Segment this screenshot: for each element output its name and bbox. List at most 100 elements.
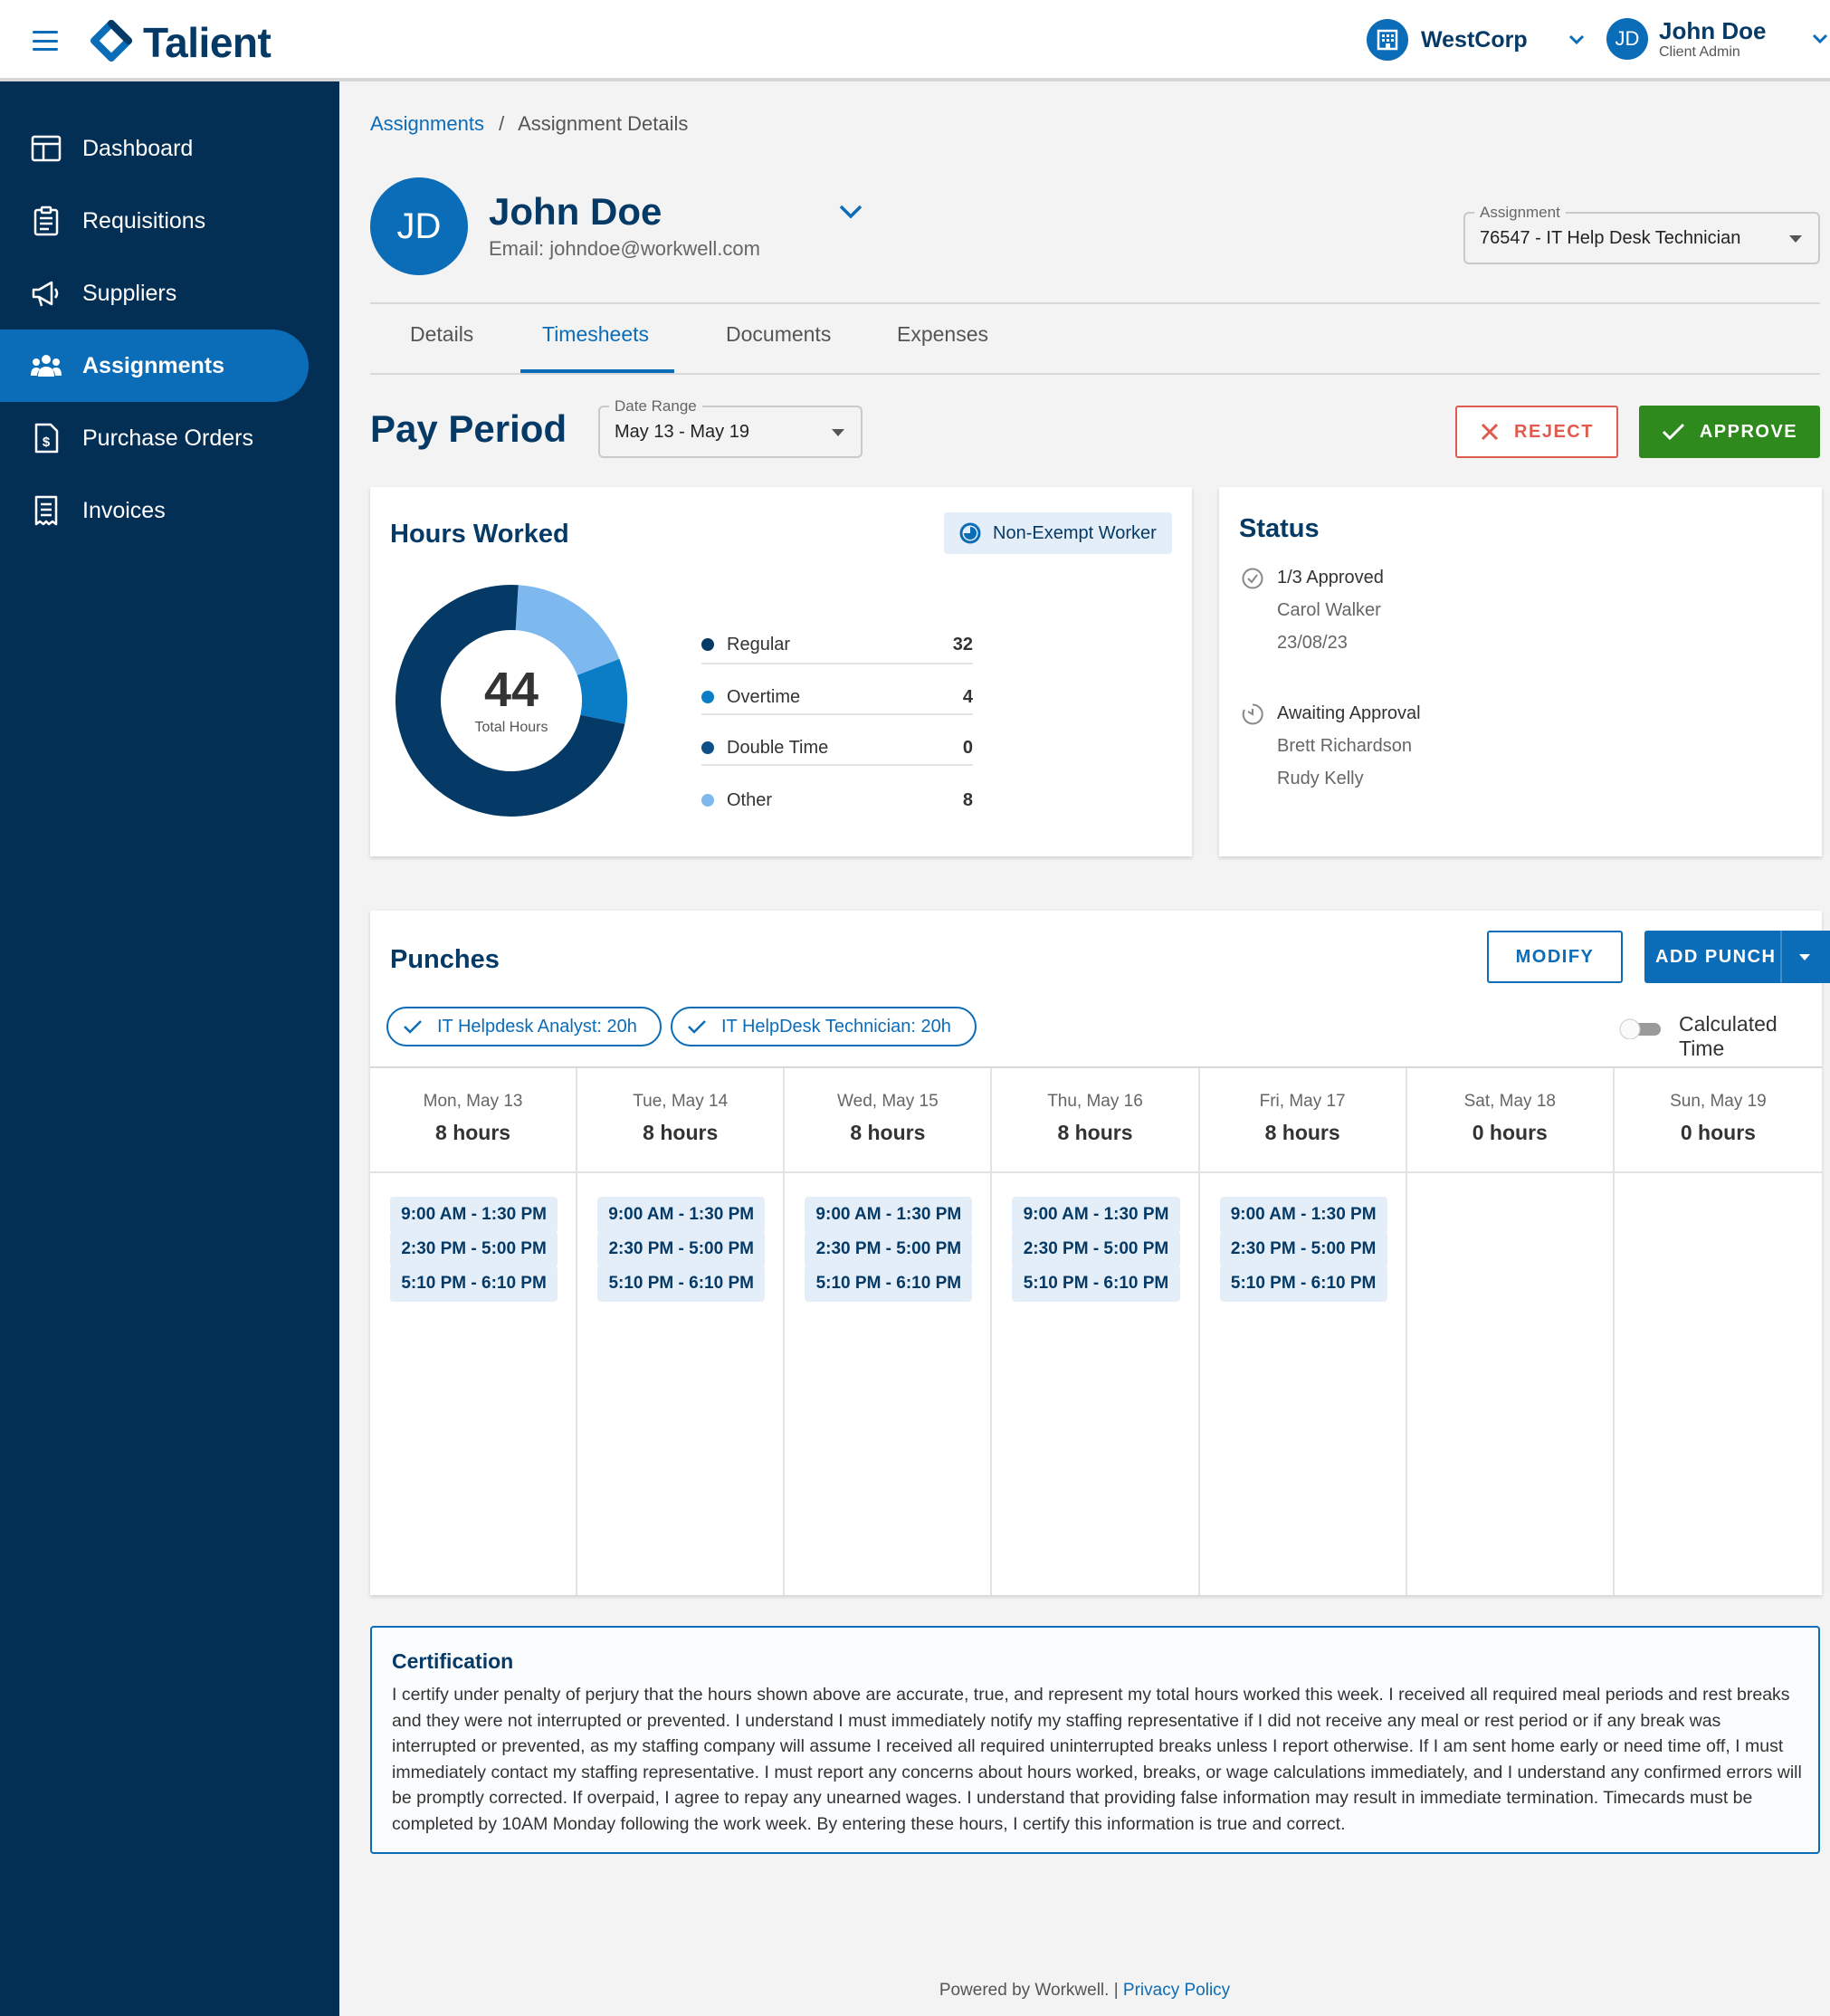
- calculated-time-toggle[interactable]: [1619, 1018, 1664, 1039]
- filter-chip-technician[interactable]: IT HelpDesk Technician: 20h: [671, 1007, 977, 1046]
- hours-worked-title: Hours Worked: [390, 520, 569, 549]
- day-hours: 0 hours: [1680, 1121, 1756, 1144]
- chevron-down-icon[interactable]: [837, 203, 864, 221]
- punch-chip[interactable]: 9:00 AM - 1:30 PM: [1219, 1197, 1387, 1233]
- reject-button[interactable]: REJECT: [1455, 406, 1618, 458]
- dollar-document-icon: $: [34, 423, 59, 454]
- receipt-icon: [34, 495, 58, 526]
- punch-chip[interactable]: 2:30 PM - 5:00 PM: [390, 1231, 558, 1267]
- tab-expenses[interactable]: Expenses: [897, 322, 989, 346]
- day-header-divider: [577, 1171, 784, 1173]
- total-hours-label: Total Hours: [474, 720, 548, 735]
- hours-worked-card: Hours Worked Non-Exempt Worker 44 Total …: [370, 487, 1192, 856]
- modify-button[interactable]: MODIFY: [1487, 931, 1623, 983]
- worker-name: John Doe: [489, 190, 662, 233]
- punch-chip[interactable]: 9:00 AM - 1:30 PM: [390, 1197, 558, 1233]
- hours-donut-chart: [396, 585, 627, 817]
- tab-details[interactable]: Details: [410, 322, 474, 346]
- sidebar-item-label: Assignments: [82, 352, 224, 378]
- dashboard-icon: [31, 135, 62, 162]
- sidebar-item-requisitions[interactable]: Requisitions: [0, 185, 309, 257]
- date-range-value: May 13 - May 19: [615, 422, 749, 442]
- assignment-select[interactable]: Assignment 76547 - IT Help Desk Technici…: [1463, 204, 1820, 264]
- day-column: Mon, May 13 8 hours 9:00 AM - 1:30 PM 2:30 …: [370, 1068, 578, 1595]
- legend-dot: [701, 794, 714, 807]
- sidebar-item-suppliers[interactable]: Suppliers: [0, 257, 309, 330]
- legend-item: Other 8: [701, 775, 973, 826]
- sidebar-item-assignments[interactable]: Assignments: [0, 330, 309, 402]
- sidebar-item-dashboard[interactable]: Dashboard: [0, 112, 309, 185]
- pay-period-title: Pay Period: [370, 407, 567, 450]
- close-icon: [1481, 423, 1499, 441]
- dropdown-arrow-icon[interactable]: [1799, 954, 1810, 960]
- chevron-down-icon[interactable]: [1568, 33, 1586, 46]
- sidebar-item-label: Requisitions: [82, 207, 206, 234]
- day-hours: 0 hours: [1472, 1121, 1548, 1144]
- filter-chip-analyst[interactable]: IT Helpdesk Analyst: 20h: [386, 1007, 662, 1046]
- punch-chip[interactable]: 2:30 PM - 5:00 PM: [1012, 1231, 1180, 1267]
- tab-timesheets[interactable]: Timesheets: [542, 322, 650, 346]
- tabs-divider: [370, 373, 1820, 375]
- filter-chip-label: IT Helpdesk Analyst: 20h: [437, 1016, 637, 1037]
- privacy-policy-link[interactable]: Privacy Policy: [1122, 1981, 1231, 2000]
- punch-chip[interactable]: 2:30 PM - 5:00 PM: [805, 1231, 973, 1267]
- punch-chip[interactable]: 9:00 AM - 1:30 PM: [805, 1197, 973, 1233]
- worker-type-badge: Non-Exempt Worker: [944, 512, 1172, 554]
- day-header-divider: [1614, 1171, 1822, 1173]
- header-divider: [370, 302, 1820, 304]
- punches-divider: [370, 1066, 1822, 1068]
- punch-chip[interactable]: 2:30 PM - 5:00 PM: [597, 1231, 766, 1267]
- user-menu[interactable]: JD John Doe Client Admin: [1606, 18, 1829, 60]
- legend-dot: [701, 741, 714, 754]
- sidebar-item-invoices[interactable]: Invoices: [0, 474, 309, 547]
- sidebar-item-purchase-orders[interactable]: $ Purchase Orders: [0, 402, 309, 474]
- legend-label: Other: [727, 789, 773, 810]
- org-switcher[interactable]: WestCorp: [1367, 19, 1586, 61]
- awaiting-block: Awaiting Approval Brett Richardson Rudy …: [1277, 697, 1421, 795]
- punch-chip[interactable]: 5:10 PM - 6:10 PM: [805, 1266, 973, 1302]
- punch-chip[interactable]: 5:10 PM - 6:10 PM: [390, 1266, 558, 1302]
- menu-icon[interactable]: [33, 31, 58, 51]
- day-hours: 8 hours: [1264, 1121, 1340, 1144]
- punch-chip[interactable]: 9:00 AM - 1:30 PM: [1012, 1197, 1180, 1233]
- add-punch-label: ADD PUNCH: [1655, 946, 1777, 967]
- status-card: Status 1/3 Approved Carol Walker 23/08/2…: [1219, 487, 1822, 856]
- badge-label: Non-Exempt Worker: [993, 522, 1157, 543]
- approve-button[interactable]: APPROVE: [1639, 406, 1820, 458]
- legend-divider: [701, 713, 973, 715]
- legend-dot: [701, 638, 714, 651]
- calculated-time-label: Calculated Time: [1679, 1012, 1778, 1060]
- day-date: Fri, May 17: [1259, 1092, 1346, 1111]
- punch-chip[interactable]: 5:10 PM - 6:10 PM: [597, 1266, 766, 1302]
- approve-label: APPROVE: [1699, 421, 1798, 442]
- check-icon: [688, 1020, 706, 1034]
- check-icon: [404, 1020, 422, 1034]
- sidebar-item-label: Purchase Orders: [82, 425, 253, 451]
- punch-chip[interactable]: 2:30 PM - 5:00 PM: [1219, 1231, 1387, 1267]
- donut-center: 44 Total Hours: [392, 581, 631, 820]
- approved-date: 23/08/23: [1277, 633, 1348, 653]
- top-bar: Talient WestCorp JD John Doe Client Admi…: [0, 0, 1830, 81]
- day-column: Sun, May 19 0 hours: [1614, 1068, 1822, 1595]
- chevron-down-icon[interactable]: [1811, 33, 1829, 45]
- tab-documents[interactable]: Documents: [726, 322, 832, 346]
- punch-chip[interactable]: 9:00 AM - 1:30 PM: [597, 1197, 766, 1233]
- day-column: Wed, May 15 8 hours 9:00 AM - 1:30 PM 2:30 …: [785, 1068, 993, 1595]
- punch-chip[interactable]: 5:10 PM - 6:10 PM: [1219, 1266, 1387, 1302]
- breadcrumb-link[interactable]: Assignments: [370, 112, 484, 135]
- legend-item: Regular 32: [701, 619, 973, 670]
- legend-item: Overtime 4: [701, 672, 973, 722]
- day-date: Mon, May 13: [423, 1092, 523, 1111]
- clipboard-icon: [33, 205, 59, 236]
- legend-value: 32: [952, 634, 973, 654]
- people-icon: [31, 355, 62, 377]
- day-header-divider: [1406, 1171, 1613, 1173]
- punch-chip[interactable]: 5:10 PM - 6:10 PM: [1012, 1266, 1180, 1302]
- add-punch-button[interactable]: ADD PUNCH: [1644, 931, 1830, 983]
- brand-logo[interactable]: Talient: [89, 18, 272, 67]
- org-name: WestCorp: [1421, 26, 1528, 53]
- legend-dot: [701, 691, 714, 703]
- date-range-select[interactable]: Date Range May 13 - May 19: [598, 397, 863, 458]
- punches-card: Punches MODIFY ADD PUNCH IT Helpdesk Ana…: [370, 911, 1830, 1595]
- filter-chip-label: IT HelpDesk Technician: 20h: [721, 1016, 951, 1037]
